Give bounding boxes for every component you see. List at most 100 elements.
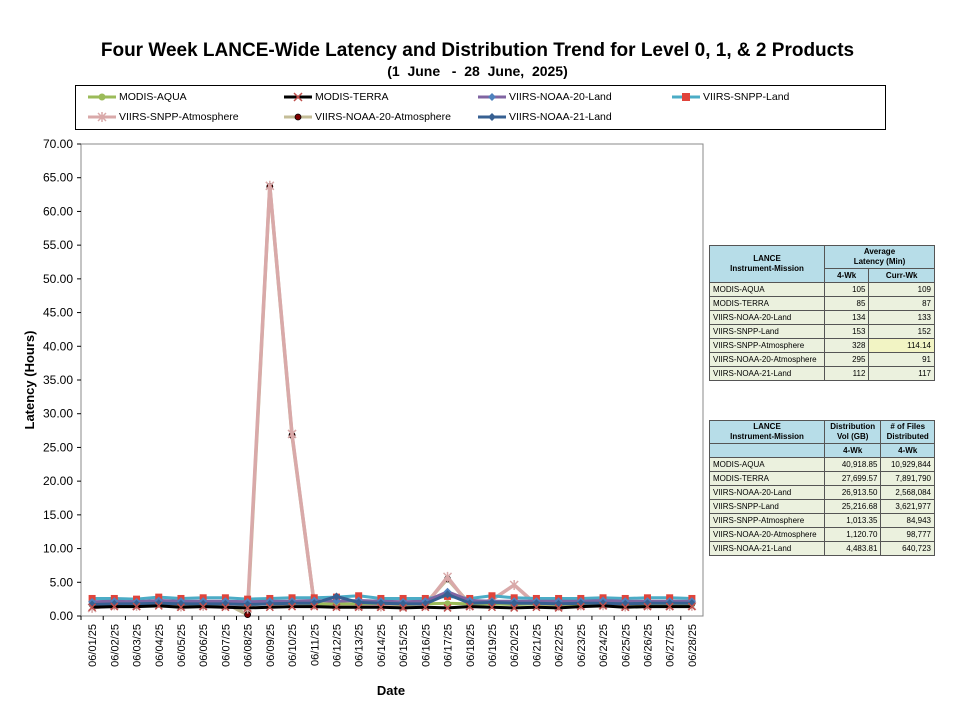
header-text: # of Files Distributed <box>886 422 929 441</box>
table-row: VIIRS-NOAA-21-Land 4,483.81 640,723 <box>709 541 935 556</box>
row-name: VIIRS-NOAA-21-Land <box>709 541 825 556</box>
x-tick-label: 06/02/25 <box>109 624 121 667</box>
row-value: 25,216.68 <box>823 499 882 514</box>
data-point <box>399 603 408 612</box>
row-value: 133 <box>868 310 935 325</box>
data-point <box>265 180 275 191</box>
chart-subtitle: (1 June - 28 June, 2025) <box>387 63 568 79</box>
row-value: 84,943 <box>880 513 935 528</box>
data-point <box>421 603 430 612</box>
series-modis-terra <box>88 601 696 612</box>
row-value: 112 <box>823 366 870 381</box>
table-row: VIIRS-NOAA-20-Atmosphere 295 91 <box>709 352 935 367</box>
y-tick-label: 30.00 <box>43 407 73 421</box>
table-row: MODIS-AQUA 40,918.85 10,929,844 <box>709 457 935 472</box>
dist-header-instrument: LANCE Instrument-Mission <box>709 420 825 444</box>
data-point <box>332 592 341 601</box>
row-value: 27,699.57 <box>823 471 882 486</box>
header-text: Average Latency (Min) <box>853 247 906 266</box>
row-name: VIIRS-NOAA-20-Atmosphere <box>709 527 825 542</box>
x-tick-label: 06/16/25 <box>420 624 432 667</box>
row-value-highlighted: 114.14 <box>868 338 935 353</box>
row-name: VIIRS-SNPP-Atmosphere <box>709 338 825 353</box>
row-value: 640,723 <box>880 541 935 556</box>
x-tick-label: 06/08/25 <box>243 624 255 667</box>
data-point <box>154 601 163 610</box>
legend-label: VIIRS-NOAA-21-Land <box>509 111 612 123</box>
data-point <box>510 603 519 612</box>
data-point <box>443 571 453 582</box>
legend-label: MODIS-AQUA <box>119 91 187 103</box>
x-tick-label: 06/06/25 <box>198 624 210 667</box>
data-point <box>221 603 230 612</box>
x-axis-label: Date <box>377 683 405 698</box>
legend-item-modis-aqua: MODIS-AQUA <box>88 89 187 105</box>
y-tick-label: 20.00 <box>43 474 73 488</box>
row-value: 4,483.81 <box>823 541 882 556</box>
chart-title: Four Week LANCE-Wide Latency and Distrib… <box>100 40 855 61</box>
data-point <box>665 602 674 611</box>
data-point <box>443 603 452 612</box>
dist-subheader-4wk: 4-Wk <box>823 443 882 458</box>
dist-subheader-empty <box>709 443 825 458</box>
y-tick-label: 10.00 <box>43 542 73 556</box>
series-line <box>92 594 692 601</box>
header-text: LANCE Instrument-Mission <box>730 422 804 441</box>
series-line <box>92 590 692 604</box>
legend-label: VIIRS-SNPP-Atmosphere <box>119 111 239 123</box>
data-point <box>576 602 585 611</box>
row-value: 26,913.50 <box>823 485 882 500</box>
table-row: VIIRS-SNPP-Land 25,216.68 3,621,977 <box>709 499 935 514</box>
dist-subheader-4wk: 4-Wk <box>880 443 935 458</box>
x-tick-label: 06/18/25 <box>465 624 477 667</box>
row-name: VIIRS-NOAA-20-Land <box>709 485 825 500</box>
data-point <box>287 428 297 439</box>
row-name: MODIS-AQUA <box>709 282 825 297</box>
data-point <box>176 603 185 612</box>
table-row: MODIS-TERRA 27,699.57 7,891,790 <box>709 471 935 486</box>
distribution-table: LANCE Instrument-Mission Distribution Vo… <box>709 420 935 556</box>
series-line <box>92 592 692 606</box>
y-axis-label: Latency (Hours) <box>22 331 37 430</box>
data-point <box>288 602 297 611</box>
row-value: 295 <box>823 352 870 367</box>
series-layer <box>87 180 697 619</box>
legend-label: VIIRS-NOAA-20-Land <box>509 91 612 103</box>
row-value: 10,929,844 <box>880 457 935 472</box>
data-point <box>687 602 696 611</box>
table-row: MODIS-TERRA 85 87 <box>709 296 935 311</box>
data-point <box>110 602 119 611</box>
row-name: VIIRS-SNPP-Land <box>709 499 825 514</box>
x-tick-label: 06/05/25 <box>176 624 188 667</box>
x-tick-label: 06/07/25 <box>220 624 232 667</box>
row-value: 153 <box>823 324 870 339</box>
data-point <box>265 603 274 612</box>
header-text: Distribution Vol (GB) <box>830 422 876 441</box>
legend-item-viirs-noaa-20-atmosphere: VIIRS-NOAA-20-Atmosphere <box>284 109 451 125</box>
row-value: 40,918.85 <box>823 457 882 472</box>
legend-swatch-viirs-noaa-21-land <box>478 113 506 121</box>
header-text: LANCE Instrument-Mission <box>730 254 804 273</box>
row-value: 3,621,977 <box>880 499 935 514</box>
row-value: 109 <box>868 282 935 297</box>
row-value: 134 <box>823 310 870 325</box>
legend-item-viirs-snpp-land: VIIRS-SNPP-Land <box>672 89 789 105</box>
x-tick-label: 06/15/25 <box>398 624 410 667</box>
data-point <box>355 592 363 600</box>
plot-area <box>80 143 704 617</box>
x-tick-label: 06/14/25 <box>376 624 388 667</box>
legend-swatch-viirs-noaa-20-atmosphere <box>284 113 312 121</box>
dist-header-volume: Distribution Vol (GB) <box>823 420 882 444</box>
row-value: 105 <box>823 282 870 297</box>
row-name: VIIRS-NOAA-21-Land <box>709 366 825 381</box>
row-name: VIIRS-SNPP-Atmosphere <box>709 513 825 528</box>
x-tick-label: 06/21/25 <box>531 624 543 667</box>
row-value: 1,013.35 <box>823 513 882 528</box>
y-tick-label: 50.00 <box>43 272 73 286</box>
row-value: 117 <box>868 366 935 381</box>
latency-subheader-4wk: 4-Wk <box>823 268 870 283</box>
series-line <box>92 604 692 610</box>
y-tick-label: 45.00 <box>43 306 73 320</box>
data-point <box>599 601 608 610</box>
